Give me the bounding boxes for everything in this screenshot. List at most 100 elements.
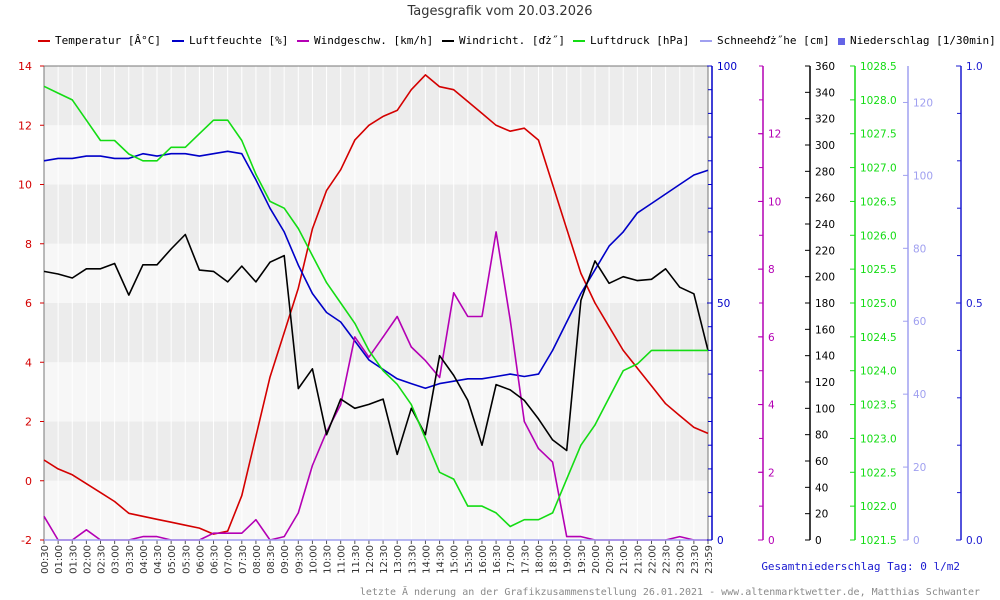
axis-tick-label-wind: 4 xyxy=(768,400,775,412)
grid-bands xyxy=(43,65,709,541)
y-tick-label-temperature: -2 xyxy=(21,534,32,547)
axis-tick-label-dir: 40 xyxy=(815,482,828,494)
x-tick-label: 23:59 xyxy=(704,545,715,574)
x-tick-label: 09:00 xyxy=(280,545,291,574)
axis-tick-label-dir: 220 xyxy=(815,245,835,257)
axis-tick-label-dir: 340 xyxy=(815,87,835,99)
legend-swatch xyxy=(297,40,309,42)
axis-tick-label-dir: 280 xyxy=(815,166,835,178)
x-tick-label: 14:00 xyxy=(421,545,432,574)
x-tick-label: 13:00 xyxy=(393,545,404,574)
axis-tick-label-wind: 8 xyxy=(768,264,775,276)
axis-tick-label-press: 1027.0 xyxy=(860,163,897,175)
legend-item-wind-direction: Windricht. [ďż˝] xyxy=(442,34,565,47)
x-tick-label: 16:00 xyxy=(478,545,489,574)
axis-tick-label-dir: 360 xyxy=(815,61,835,73)
series-lines xyxy=(43,74,709,541)
x-tick-label: 17:00 xyxy=(506,545,517,574)
x-tick-label: 19:00 xyxy=(563,545,574,574)
x-tick-label: 23:30 xyxy=(690,545,701,574)
axis-tick-label-wind: 6 xyxy=(768,332,775,344)
y-tick-label-temperature: 4 xyxy=(25,356,32,369)
y-tick-label-temperature: 0 xyxy=(25,475,32,488)
axis-tick-label-snow: 60 xyxy=(913,316,926,328)
axis-tick-label-dir: 0 xyxy=(815,535,822,547)
x-tick-label: 17:30 xyxy=(520,545,531,574)
legend-swatch xyxy=(573,40,585,42)
grid-band xyxy=(44,480,708,540)
axis-tick-label-snow: 40 xyxy=(913,389,926,401)
axis-tick-label-dir: 120 xyxy=(815,377,835,389)
y-tick-label-temperature: 8 xyxy=(25,238,32,251)
axis-tick-label-snow: 80 xyxy=(913,243,926,255)
legend-label: Windricht. [ďż˝] xyxy=(459,34,565,47)
x-tick-label: 01:30 xyxy=(68,545,79,574)
x-tick-label: 06:00 xyxy=(195,545,206,574)
grid-band xyxy=(44,125,708,185)
axis-tick-label-press: 1025.5 xyxy=(860,264,897,276)
x-tick-label: 18:30 xyxy=(549,545,560,574)
legend-label: Niederschlag [1/30min] xyxy=(850,34,996,47)
x-tick-label: 00:30 xyxy=(40,545,51,574)
grid-band xyxy=(44,362,708,422)
axis-tick-label-press: 1023.0 xyxy=(860,433,897,445)
axis-tick-label-press: 1026.0 xyxy=(860,230,897,242)
x-tick-label: 15:30 xyxy=(464,545,475,574)
legend-label: Luftdruck [hPa] xyxy=(590,34,690,47)
axis-tick-label-wind: 10 xyxy=(768,196,781,208)
axis-tick-label-press: 1022.0 xyxy=(860,501,897,513)
legend: Temperatur [Â°C] Luftfeuchte [%] Windges… xyxy=(0,34,1000,50)
axis-tick-label-dir: 60 xyxy=(815,456,828,468)
grid-band xyxy=(44,184,708,244)
axis-tick-label-dir: 160 xyxy=(815,324,835,336)
axis-tick-label-hum: 50 xyxy=(717,298,730,310)
x-tick-label: 09:30 xyxy=(294,545,305,574)
axis-tick-label-rain: 0.5 xyxy=(966,298,983,310)
x-tick-label: 12:00 xyxy=(365,545,376,574)
x-tick-label: 20:00 xyxy=(591,545,602,574)
axis-tick-label-dir: 300 xyxy=(815,140,835,152)
axis-tick-label-press: 1028.5 xyxy=(860,61,897,73)
x-tick-label: 07:00 xyxy=(224,545,235,574)
series-line-luftdruck xyxy=(43,85,708,528)
grid-band xyxy=(44,66,708,126)
x-tick-label: 18:00 xyxy=(534,545,545,574)
x-tick-label: 22:00 xyxy=(647,545,658,574)
grid-band xyxy=(44,243,708,303)
x-tick-label: 05:30 xyxy=(181,545,192,574)
legend-item-wind-speed: Windgeschw. [km/h] xyxy=(297,34,433,47)
axis-tick-label-rain: 0.0 xyxy=(966,535,983,547)
y-axes: -202468101214050100024681012020406080100… xyxy=(18,60,983,547)
axis-tick-label-press: 1021.5 xyxy=(860,535,897,547)
legend-item-temperature: Temperatur [Â°C] xyxy=(38,34,161,47)
x-tick-label: 10:00 xyxy=(308,545,319,574)
y-tick-label-temperature: 14 xyxy=(18,60,32,73)
x-tick-label: 08:00 xyxy=(252,545,263,574)
x-tick-label: 22:30 xyxy=(662,545,673,574)
axis-tick-label-dir: 240 xyxy=(815,219,835,231)
y-tick-label-temperature: 10 xyxy=(18,179,32,192)
legend-swatch xyxy=(442,40,454,42)
axis-tick-label-dir: 140 xyxy=(815,351,835,363)
y-tick-label-temperature: 2 xyxy=(25,416,32,429)
x-tick-label: 07:30 xyxy=(238,545,249,574)
axis-tick-label-snow: 100 xyxy=(913,170,933,182)
series-line-windricht xyxy=(43,233,709,456)
x-tick-label: 04:30 xyxy=(153,545,164,574)
axis-tick-label-press: 1022.5 xyxy=(860,467,897,479)
x-tick-label: 10:30 xyxy=(323,545,334,574)
x-tick-label: 03:00 xyxy=(111,545,122,574)
legend-item-precipitation: Niederschlag [1/30min] xyxy=(838,34,996,47)
x-tick-label: 02:00 xyxy=(82,545,93,574)
footer-credit: letzte Ă nderung an der Grafikzusammenst… xyxy=(359,587,980,598)
x-tick-label: 16:30 xyxy=(492,545,503,574)
x-tick-label: 19:30 xyxy=(577,545,588,574)
x-tick-label: 05:00 xyxy=(167,545,178,574)
legend-swatch xyxy=(700,40,712,42)
legend-swatch xyxy=(38,40,50,42)
legend-item-humidity: Luftfeuchte [%] xyxy=(172,34,288,47)
x-tick-label: 14:30 xyxy=(436,545,447,574)
x-tick-label: 23:00 xyxy=(676,545,687,574)
x-tick-label: 20:30 xyxy=(605,545,616,574)
